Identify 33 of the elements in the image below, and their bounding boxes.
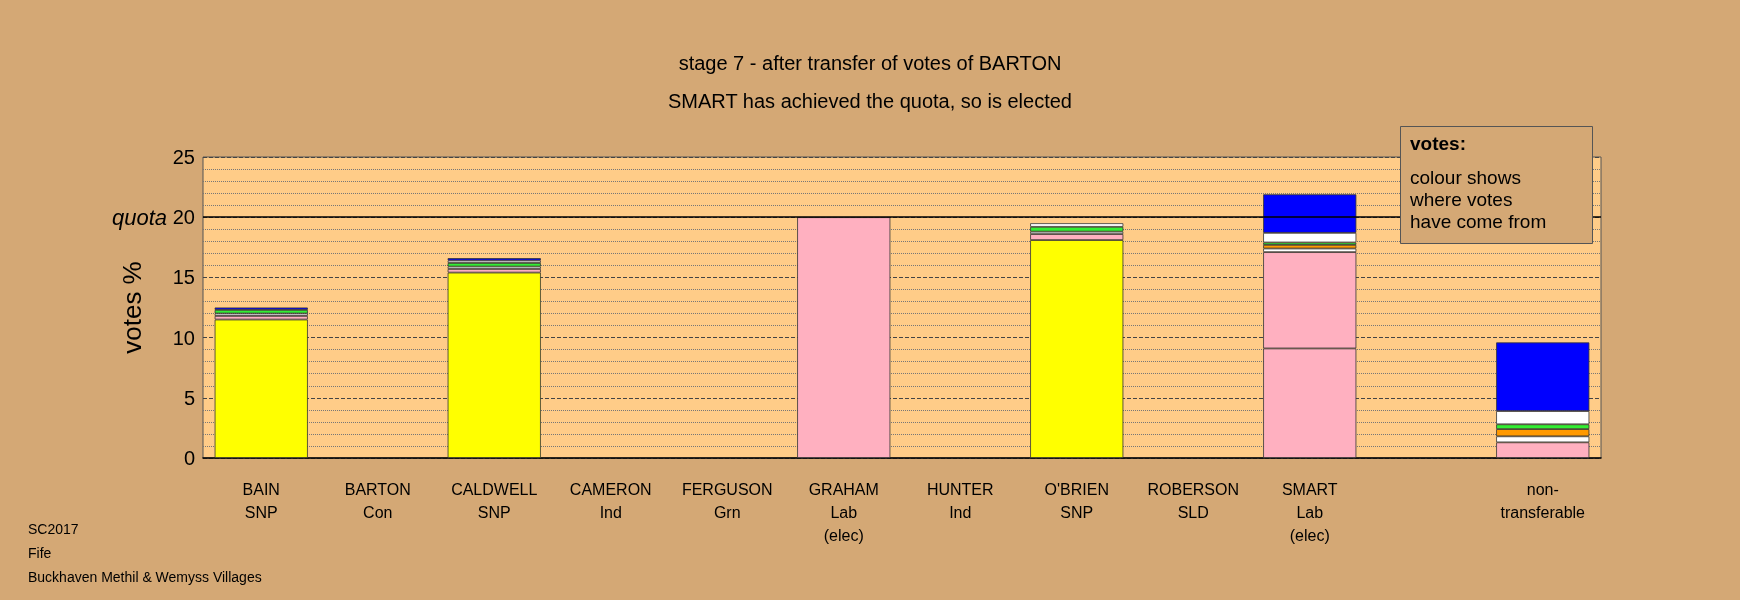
x-tick-label: HUNTER Ind — [926, 481, 994, 521]
bar — [1263, 244, 1357, 249]
text: SC2017 — [28, 521, 79, 537]
y-tick-label: 25 — [172, 146, 195, 168]
x-tick-label: CALDWELL SNP — [451, 481, 538, 521]
text: Buckhaven Methil & Wemyss Villages — [28, 569, 262, 585]
x-tick-label: ROBERSON SLD — [1147, 481, 1240, 521]
x-tick-label: CAMERON Ind — [569, 481, 652, 521]
x-tick-label: non- transferable — [1500, 481, 1586, 521]
y-tick-label: 20 — [172, 206, 195, 229]
bar — [214, 319, 308, 458]
y-tick-label: 5 — [183, 386, 195, 409]
bar — [447, 272, 541, 458]
y-tick-label: 0 — [183, 447, 195, 469]
y-tick-label: 15 — [172, 266, 195, 289]
bar — [214, 309, 308, 314]
bar — [1030, 226, 1124, 232]
x-tick-label: BARTON Con — [344, 481, 411, 521]
ref-line-label: quota — [111, 204, 167, 230]
text: votes: — [1410, 133, 1466, 154]
x-tick-label: SMART Lab (elec) — [1281, 481, 1338, 544]
chart-title: stage 7 - after transfer of votes of BARTON — [678, 52, 1062, 74]
x-tick-label: FERGUSON Grn — [681, 481, 773, 521]
chart-subtitle: SMART has achieved the quota, so is elected — [668, 90, 1072, 112]
x-tick-label: GRAHAM Lab (elec) — [808, 481, 879, 544]
annotation: colour shows where votes have come from — [1409, 166, 1547, 232]
x-tick-label: BAIN SNP — [242, 481, 280, 521]
bar — [447, 262, 541, 267]
text: Fife — [28, 545, 52, 561]
x-tick-label: O'BRIEN SNP — [1044, 481, 1109, 521]
bar — [797, 217, 891, 458]
y-axis-title: votes % — [117, 261, 147, 354]
y-tick-label: 10 — [172, 326, 195, 349]
